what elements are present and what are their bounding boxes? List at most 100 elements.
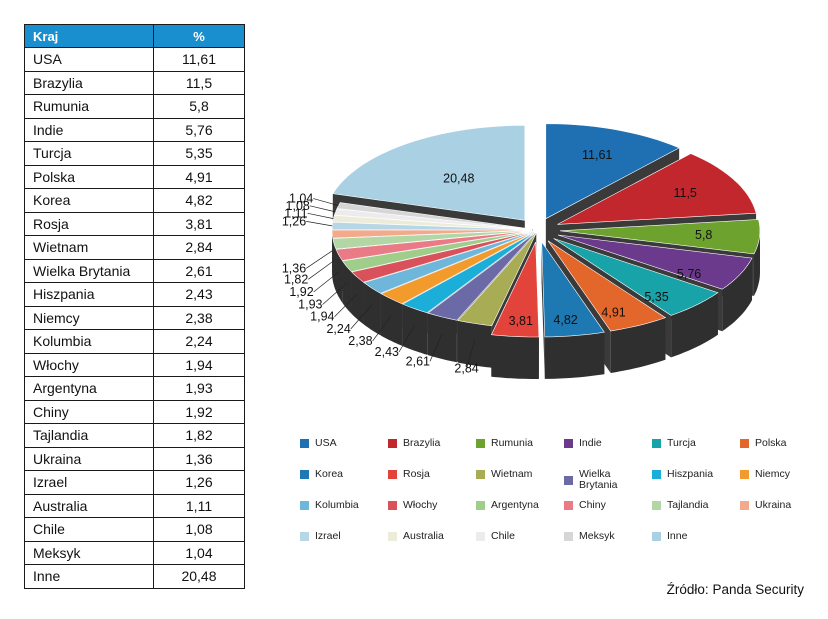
legend-item: Chiny <box>564 499 606 511</box>
pie-slice-rosja <box>490 241 540 338</box>
legend-item: Polska <box>740 437 787 449</box>
table-row: Hiszpania 2,43 <box>24 282 245 307</box>
legend-swatch <box>476 532 485 541</box>
legend-swatch <box>652 470 661 479</box>
cell-value: 5,35 <box>153 141 245 166</box>
legend-item: Ukraina <box>740 499 791 511</box>
header-percent: % <box>153 24 245 48</box>
pie-slice-argentyna <box>341 230 533 273</box>
legend-swatch <box>388 501 397 510</box>
cell-value: 1,36 <box>153 446 245 471</box>
header-country: Kraj <box>24 24 154 48</box>
legend-label: Kolumbia <box>315 499 359 511</box>
legend-swatch <box>740 439 749 448</box>
legend-label: Chiny <box>579 499 606 511</box>
data-label: 1,36 <box>282 261 306 275</box>
cell-country: Turcja <box>24 141 154 166</box>
legend-label: Izrael <box>315 530 341 542</box>
legend-label: Brazylia <box>403 437 441 449</box>
table-row: Rumunia 5,8 <box>24 94 245 119</box>
legend-label: USA <box>315 437 337 449</box>
legend-item: Tajlandia <box>652 499 709 511</box>
legend-swatch <box>564 475 573 485</box>
legend-item: Kolumbia <box>300 499 359 511</box>
data-label: 4,82 <box>553 313 577 327</box>
legend-label: Korea <box>315 468 344 480</box>
cell-country: Kolumbia <box>24 329 154 354</box>
data-label: 3,81 <box>509 314 533 328</box>
legend-swatch <box>476 501 485 510</box>
cell-country: Chile <box>24 517 154 542</box>
table-row: Indie 5,76 <box>24 117 245 142</box>
table-row: Kolumbia 2,24 <box>24 329 245 354</box>
cell-country: Polska <box>24 164 154 189</box>
pie-slice-rumunia <box>559 219 761 255</box>
legend-label: Indie <box>579 437 602 449</box>
cell-value: 1,92 <box>153 399 245 424</box>
legend-swatch <box>652 532 661 541</box>
cell-country: Meksyk <box>24 540 154 565</box>
data-label: 4,91 <box>601 305 625 319</box>
data-label: 1,08 <box>286 199 310 213</box>
legend-item: Włochy <box>388 499 438 511</box>
legend-label: Wielka Brytania <box>579 468 618 492</box>
legend-swatch <box>564 439 573 448</box>
pie-slice-inne <box>332 124 526 221</box>
legend-swatch <box>652 501 661 510</box>
cell-value: 2,38 <box>153 305 245 330</box>
pie-slice-wietnam <box>457 232 537 327</box>
cell-value: 2,24 <box>153 329 245 354</box>
legend-item: Korea <box>300 468 344 480</box>
cell-country: Rumunia <box>24 94 154 119</box>
table-row: Chile 1,08 <box>24 517 245 542</box>
table-row: Włochy 1,94 <box>24 352 245 377</box>
legend-item: Meksyk <box>564 530 615 542</box>
data-label: 2,43 <box>375 345 399 359</box>
data-label: 2,61 <box>406 354 430 368</box>
legend-item: Chile <box>476 530 515 542</box>
pie-slice-polska <box>547 240 667 332</box>
cell-country: Tajlandia <box>24 423 154 448</box>
legend-swatch <box>388 439 397 448</box>
legend-item: Brazylia <box>388 437 441 449</box>
legend-label: Meksyk <box>579 530 615 542</box>
legend-swatch <box>388 532 397 541</box>
table-row: Australia 1,11 <box>24 493 245 518</box>
legend-label: Australia <box>403 530 444 542</box>
pie-slice-korea <box>541 240 605 338</box>
legend-label: Rosja <box>403 468 430 480</box>
legend-item: Indie <box>564 437 602 449</box>
legend-swatch <box>740 501 749 510</box>
legend-label: Tajlandia <box>667 499 709 511</box>
label-leader-line <box>429 333 443 362</box>
pie-slice-wielka-brytania <box>427 232 536 321</box>
data-label: 5,35 <box>644 290 668 304</box>
pie-slice-włochy <box>351 231 533 283</box>
legend-swatch <box>476 470 485 479</box>
cell-value: 2,84 <box>153 235 245 260</box>
cell-value: 5,8 <box>153 94 245 119</box>
data-label: 5,76 <box>677 267 701 281</box>
pie-slice-tajlandia <box>332 230 533 250</box>
pie-slice-niemcy <box>380 232 534 305</box>
data-label: 1,82 <box>284 272 308 286</box>
label-leader-line <box>309 205 336 213</box>
legend-item: Rumunia <box>476 437 533 449</box>
cell-value: 1,11 <box>153 493 245 518</box>
data-label: 1,93 <box>298 298 322 312</box>
cell-country: Ukraina <box>24 446 154 471</box>
pie-slice-meksyk <box>336 202 533 230</box>
table-header-row: Kraj % <box>24 24 245 48</box>
legend-label: Włochy <box>403 499 438 511</box>
legend-item: Rosja <box>388 468 430 480</box>
legend-swatch <box>564 532 573 541</box>
cell-value: 1,04 <box>153 540 245 565</box>
legend-label: Hiszpania <box>667 468 714 480</box>
table-row: Polska 4,91 <box>24 164 245 189</box>
data-label: 2,24 <box>326 322 350 336</box>
pie-slice-chiny <box>335 230 533 261</box>
legend-label: Niemcy <box>755 468 791 480</box>
legend-item: Argentyna <box>476 499 539 511</box>
pie-chart: 11,61 11,5 5,8 5,76 5,35 4,91 4,82 3,81 2,84 2,61… <box>282 123 761 380</box>
legend-label: Polska <box>755 437 787 449</box>
